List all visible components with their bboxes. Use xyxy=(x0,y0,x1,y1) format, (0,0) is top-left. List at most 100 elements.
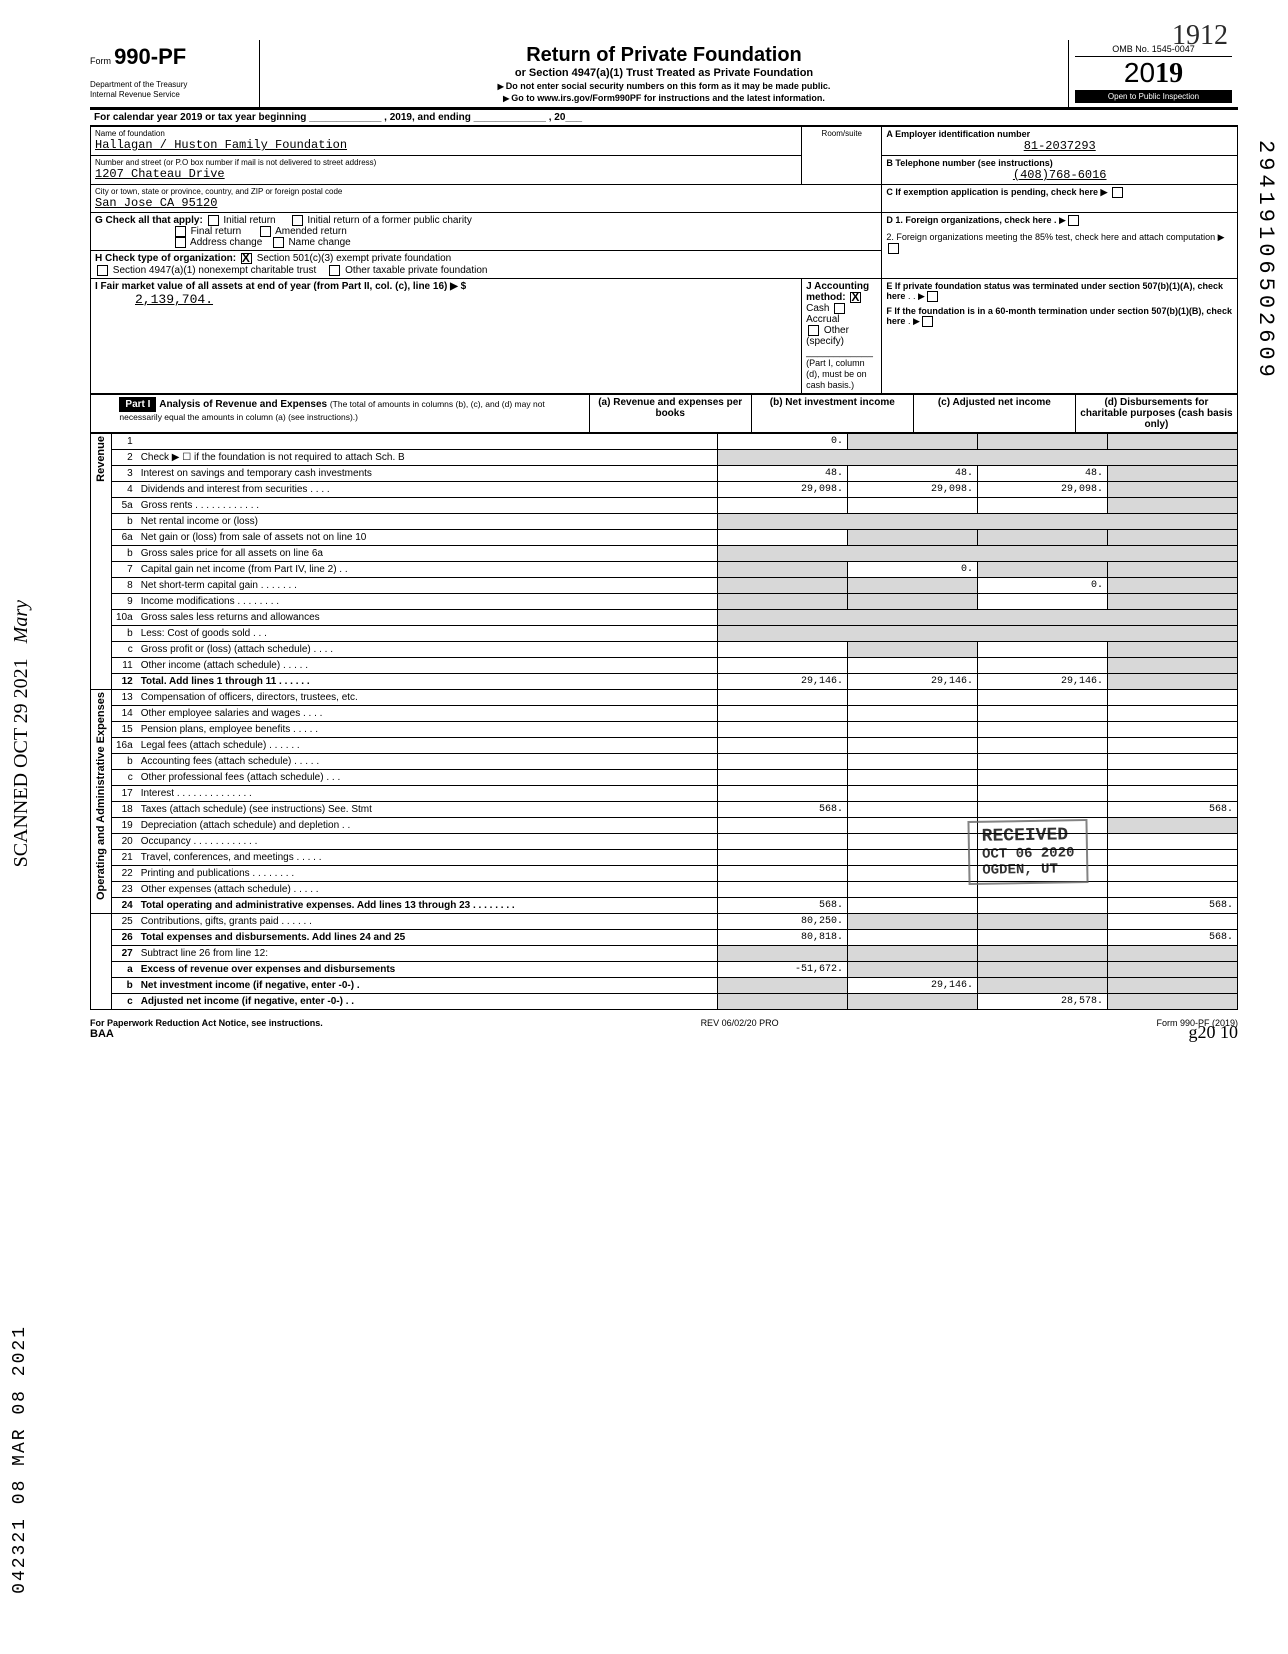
scanned-sig: Mary xyxy=(10,600,32,643)
r25-d: Contributions, gifts, grants paid . . . … xyxy=(137,914,718,930)
r18-n: 18 xyxy=(112,802,137,818)
r2-d: Check ▶ ☐ if the foundation is not requi… xyxy=(137,450,718,466)
g-former-cb[interactable] xyxy=(292,215,303,226)
r27b-n: b xyxy=(112,978,137,994)
j-cash-cb[interactable] xyxy=(850,292,861,303)
op-vlabel: Operating and Administrative Expenses xyxy=(95,692,107,900)
r12-b: 29,146. xyxy=(848,674,978,690)
j-accrual: Accrual xyxy=(806,314,839,325)
j-cash: Cash xyxy=(806,303,829,314)
r15-n: 15 xyxy=(112,722,137,738)
j-accrual-cb[interactable] xyxy=(834,303,845,314)
col-b: (b) Net investment income xyxy=(751,395,913,433)
r8-c: 0. xyxy=(978,578,1108,594)
form-title: Return of Private Foundation xyxy=(268,44,1060,67)
j-note: (Part I, column (d), must be on cash bas… xyxy=(806,358,867,390)
r24-a: 568. xyxy=(718,898,848,914)
form-instr2: Go to www.irs.gov/Form990PF for instruct… xyxy=(268,93,1060,103)
r9-n: 9 xyxy=(112,594,137,610)
r16c-n: c xyxy=(112,770,137,786)
h-501c3-cb[interactable] xyxy=(241,253,252,264)
r27c-d: Adjusted net income (if negative, enter … xyxy=(137,994,718,1010)
h-501c3: Section 501(c)(3) exempt private foundat… xyxy=(257,254,452,265)
r6a-n: 6a xyxy=(112,530,137,546)
r16b-d: Accounting fees (attach schedule) . . . … xyxy=(137,754,718,770)
r10b-n: b xyxy=(112,626,137,642)
r8-d: Net short-term capital gain . . . . . . … xyxy=(137,578,718,594)
handwritten-number: 1912 xyxy=(1172,20,1228,52)
r3-a: 48. xyxy=(718,466,848,482)
r6a-d: Net gain or (loss) from sale of assets n… xyxy=(137,530,718,546)
r6b-n: b xyxy=(112,546,137,562)
r3-b: 48. xyxy=(848,466,978,482)
ein-label: A Employer identification number xyxy=(886,129,1233,139)
g-amended-cb[interactable] xyxy=(260,226,271,237)
g-address: Address change xyxy=(190,237,262,248)
revenue-vlabel: Revenue xyxy=(95,436,107,482)
r14-d: Other employee salaries and wages . . . … xyxy=(137,706,718,722)
h-4947-cb[interactable] xyxy=(97,265,108,276)
form-label: Form xyxy=(90,56,111,66)
r27b-d: Net investment income (if negative, ente… xyxy=(137,978,718,994)
r19-d: Depreciation (attach schedule) and deple… xyxy=(137,818,718,834)
r24-d: Total operating and administrative expen… xyxy=(137,898,718,914)
r7-d: Capital gain net income (from Part IV, l… xyxy=(137,562,718,578)
r25-a: 80,250. xyxy=(718,914,848,930)
d1-cb[interactable] xyxy=(1068,215,1079,226)
form-subtitle: or Section 4947(a)(1) Trust Treated as P… xyxy=(268,67,1060,79)
col-c: (c) Adjusted net income xyxy=(913,395,1075,433)
g-address-cb[interactable] xyxy=(175,237,186,248)
r24-n: 24 xyxy=(112,898,137,914)
side-barcode-number: 29419106502609 xyxy=(1253,140,1278,381)
g-initial-cb[interactable] xyxy=(208,215,219,226)
r10c-d: Gross profit or (loss) (attach schedule)… xyxy=(137,642,718,658)
r27c-n: c xyxy=(112,994,137,1010)
form-number: 990-PF xyxy=(114,44,186,69)
g-initial: Initial return xyxy=(223,215,275,226)
r16a-d: Legal fees (attach schedule) . . . . . . xyxy=(137,738,718,754)
h-other-cb[interactable] xyxy=(329,265,340,276)
e-cb[interactable] xyxy=(927,291,938,302)
r26-d-val: 568. xyxy=(1108,930,1238,946)
j-other-cb[interactable] xyxy=(808,325,819,336)
r26-n: 26 xyxy=(112,930,137,946)
r3-c: 48. xyxy=(978,466,1108,482)
city: San Jose CA 95120 xyxy=(95,196,877,210)
r27a-n: a xyxy=(112,962,137,978)
g-final-cb[interactable] xyxy=(175,226,186,237)
h-4947: Section 4947(a)(1) nonexempt charitable … xyxy=(113,265,316,276)
form-dept: Department of the Treasury Internal Reve… xyxy=(90,80,251,99)
c-checkbox[interactable] xyxy=(1112,187,1123,198)
r18-d: Taxes (attach schedule) (see instruction… xyxy=(137,802,718,818)
r12-c: 29,146. xyxy=(978,674,1108,690)
r13-n: 13 xyxy=(112,690,137,706)
r11-n: 11 xyxy=(112,658,137,674)
foundation-name: Hallagan / Huston Family Foundation xyxy=(95,138,797,152)
r27-n: 27 xyxy=(112,946,137,962)
r10b-d: Less: Cost of goods sold . . . xyxy=(137,626,718,642)
r23-n: 23 xyxy=(112,882,137,898)
r27c-c: 28,578. xyxy=(978,994,1108,1010)
g-label: G Check all that apply: xyxy=(95,215,203,226)
r16c-d: Other professional fees (attach schedule… xyxy=(137,770,718,786)
r6b-d: Gross sales price for all assets on line… xyxy=(137,546,718,562)
r1-n: 1 xyxy=(112,434,137,450)
r2-n: 2 xyxy=(112,450,137,466)
d2-cb[interactable] xyxy=(888,243,899,254)
dln-stamp: 042321 08 MAR 08 2021 xyxy=(10,1325,30,1594)
c-pending: C If exemption application is pending, c… xyxy=(882,185,1238,213)
identity-block: Name of foundation Hallagan / Huston Fam… xyxy=(90,126,1238,394)
r27a-d: Excess of revenue over expenses and disb… xyxy=(137,962,718,978)
f-cb[interactable] xyxy=(922,316,933,327)
street: 1207 Chateau Drive xyxy=(95,167,797,181)
g-final: Final return xyxy=(191,226,242,237)
r4-d: Dividends and interest from securities .… xyxy=(137,482,718,498)
r3-n: 3 xyxy=(112,466,137,482)
scanned-text: SCANNED OCT 29 2021 xyxy=(10,658,32,867)
scanned-stamp: SCANNED OCT 29 2021 Mary xyxy=(10,600,33,867)
g-name-cb[interactable] xyxy=(273,237,284,248)
r16a-n: 16a xyxy=(112,738,137,754)
r7-b: 0. xyxy=(848,562,978,578)
r22-n: 22 xyxy=(112,866,137,882)
part1-title: Analysis of Revenue and Expenses xyxy=(159,399,327,410)
